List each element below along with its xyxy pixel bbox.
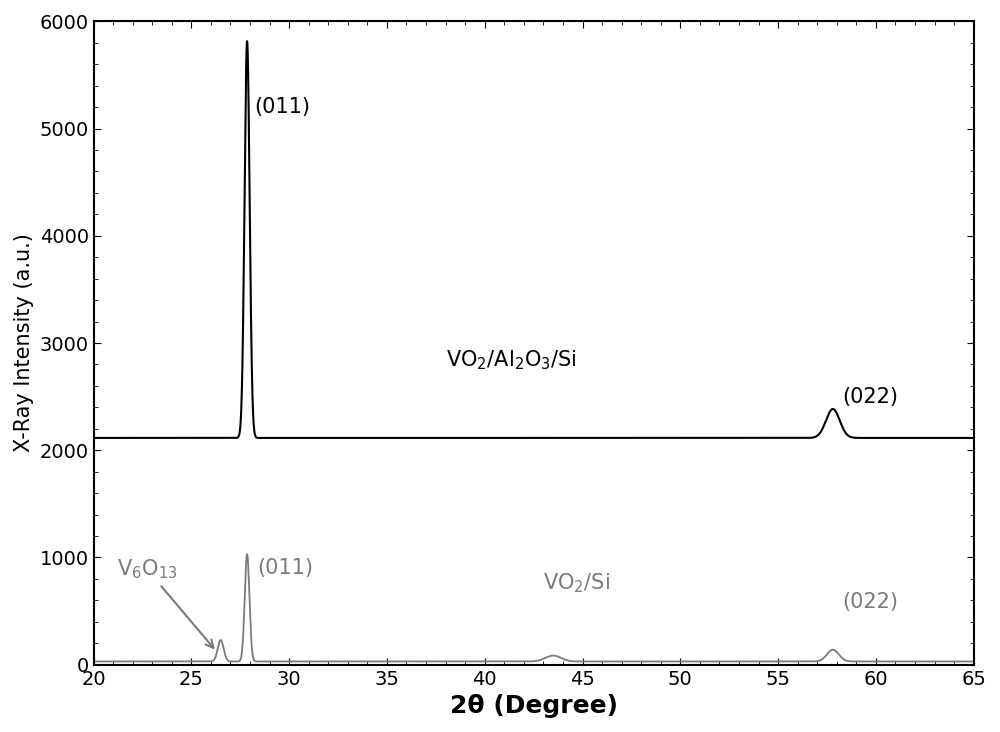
X-axis label: 2θ (Degree): 2θ (Degree) [450,694,618,718]
Text: (022): (022) [843,387,899,407]
Text: (011): (011) [254,97,310,116]
Text: VO$_2$/Si: VO$_2$/Si [543,572,610,595]
Text: (022): (022) [843,592,899,612]
Y-axis label: X-Ray Intensity (a.u.): X-Ray Intensity (a.u.) [14,234,34,452]
Text: V$_6$O$_{13}$: V$_6$O$_{13}$ [117,558,213,648]
Text: VO$_2$/Al$_2$O$_3$/Si: VO$_2$/Al$_2$O$_3$/Si [446,348,576,373]
Text: (011): (011) [257,558,313,578]
